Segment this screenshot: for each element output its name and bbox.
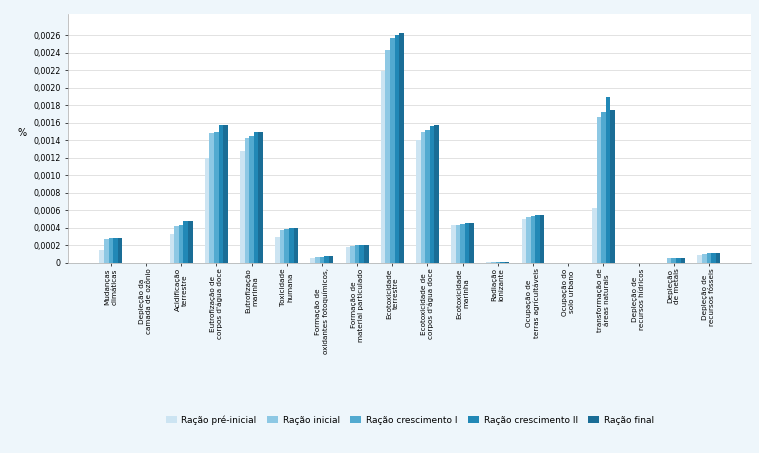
Bar <box>364 245 369 263</box>
Bar <box>470 223 474 263</box>
Bar <box>280 230 285 263</box>
Bar <box>320 256 324 263</box>
Legend: Ração pré-inicial, Ração inicial, Ração crescimento I, Ração crescimento II, Raç: Ração pré-inicial, Ração inicial, Ração … <box>162 412 657 429</box>
Bar <box>455 225 461 263</box>
Bar <box>526 217 531 263</box>
Bar <box>592 207 597 263</box>
Bar <box>711 253 716 263</box>
Bar <box>425 130 430 263</box>
Bar <box>381 71 386 263</box>
Bar <box>597 117 601 263</box>
Bar <box>219 125 223 263</box>
Bar <box>184 221 188 263</box>
Bar <box>329 256 333 263</box>
Bar <box>188 221 193 263</box>
Bar <box>531 217 535 263</box>
Bar <box>205 158 209 263</box>
Bar <box>606 96 610 263</box>
Bar <box>434 125 439 263</box>
Bar <box>540 215 544 263</box>
Bar <box>399 33 404 263</box>
Bar <box>676 258 681 263</box>
Bar <box>324 256 329 263</box>
Bar <box>390 38 395 263</box>
Bar <box>258 132 263 263</box>
Bar <box>681 258 685 263</box>
Bar <box>104 239 109 263</box>
Bar <box>276 236 280 263</box>
Bar <box>254 132 258 263</box>
Bar <box>465 223 470 263</box>
Bar <box>315 256 320 263</box>
Bar <box>289 228 294 263</box>
Bar <box>209 133 214 263</box>
Bar <box>354 245 359 263</box>
Bar <box>113 238 118 263</box>
Y-axis label: %: % <box>17 128 27 138</box>
Bar <box>285 229 289 263</box>
Bar <box>240 151 244 263</box>
Bar <box>118 238 122 263</box>
Bar <box>601 112 606 263</box>
Bar <box>99 250 104 263</box>
Bar <box>244 138 249 263</box>
Bar <box>249 136 254 263</box>
Bar <box>672 258 676 263</box>
Bar <box>109 238 113 263</box>
Bar <box>716 253 720 263</box>
Bar <box>698 255 702 263</box>
Bar <box>416 140 420 263</box>
Bar <box>345 247 350 263</box>
Bar <box>294 228 298 263</box>
Bar <box>223 125 228 263</box>
Bar <box>535 215 540 263</box>
Bar <box>179 225 184 263</box>
Bar <box>451 225 455 263</box>
Bar <box>386 50 390 263</box>
Bar <box>359 245 364 263</box>
Bar <box>350 246 354 263</box>
Bar <box>420 132 425 263</box>
Bar <box>170 234 175 263</box>
Bar <box>707 253 711 263</box>
Bar <box>610 110 615 263</box>
Bar <box>461 224 465 263</box>
Bar <box>521 219 526 263</box>
Bar <box>430 126 434 263</box>
Bar <box>175 226 179 263</box>
Bar <box>395 34 399 263</box>
Bar <box>667 258 672 263</box>
Bar <box>310 258 315 263</box>
Bar <box>214 132 219 263</box>
Bar <box>702 254 707 263</box>
